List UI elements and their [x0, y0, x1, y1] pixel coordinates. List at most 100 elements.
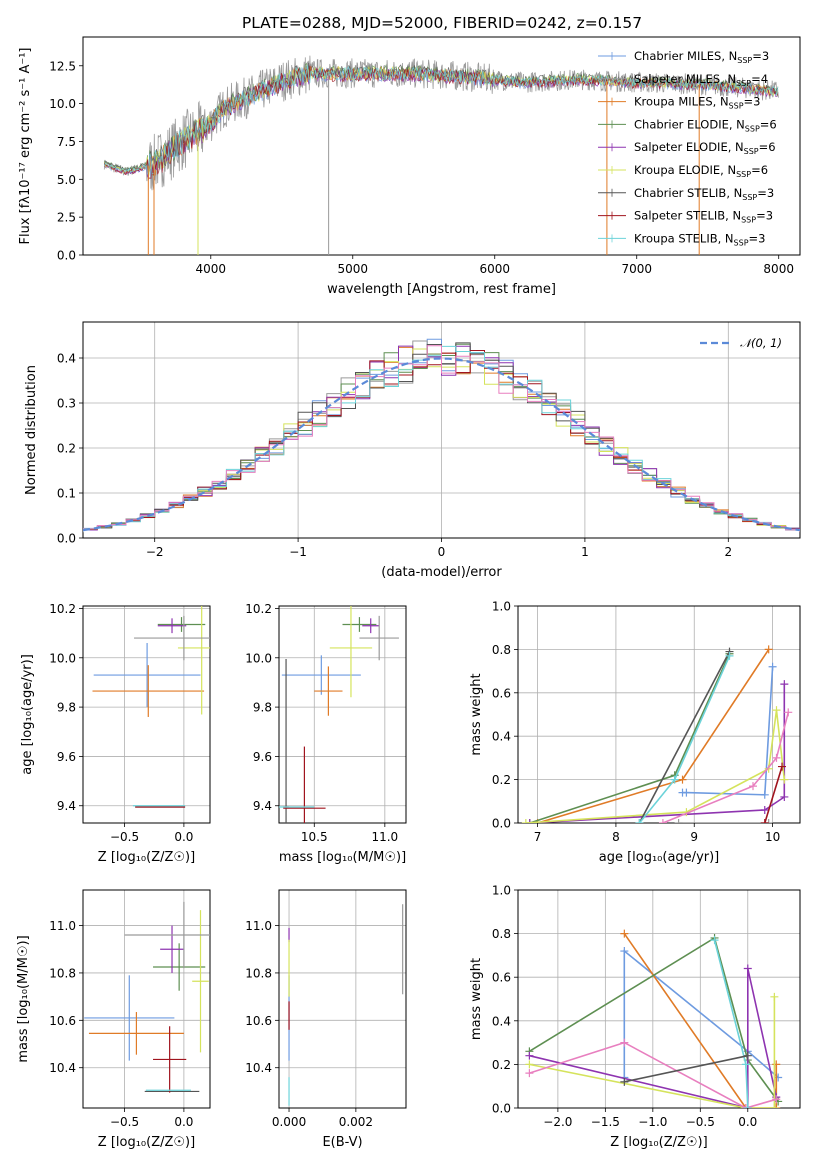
series-line [662, 712, 790, 823]
spectrum-ytick-label: 2.5 [57, 211, 76, 225]
massweight-vs-Z-ytick-label: 0.6 [492, 971, 511, 985]
massweight-vs-age-ylabel: mass weight [469, 673, 484, 755]
series-point [620, 947, 629, 956]
residuals-xtick-label: −1 [289, 545, 307, 559]
series-point [620, 1077, 629, 1086]
spectrum-xtick-label: 7000 [621, 262, 652, 276]
mass-vs-EBV-points [288, 904, 404, 1106]
age-vs-Z-ytick-label: 9.6 [57, 750, 76, 764]
age-vs-Z-ytick-label: 10.2 [49, 602, 76, 616]
mass-vs-EBV-xlabel: E(B-V) [322, 1135, 362, 1150]
massweight-vs-Z-xtick-label: −2.0 [543, 1115, 572, 1129]
series-point [725, 651, 734, 660]
series-line [529, 653, 731, 823]
residuals-ylabel: Normed distribution [24, 365, 39, 495]
series-point [525, 819, 534, 823]
age-vs-Z-frame [82, 605, 211, 824]
series-point [780, 680, 789, 689]
legend-entry: Kroupa ELODIE, NSSP=6 [634, 163, 768, 179]
residuals-xtick-label: 1 [581, 545, 589, 559]
legend-entry: Salpeter STELIB, NSSP=3 [634, 209, 773, 225]
mass-vs-Z-ylabel: mass [log₁₀(M/M☉)] [16, 935, 31, 1062]
age-vs-mass-xtick-label: 10.5 [301, 830, 328, 844]
massweight-vs-Z-xtick-label: −0.5 [686, 1115, 715, 1129]
massweight-vs-age-ytick-label: 0.4 [492, 730, 511, 744]
series-point [770, 1104, 779, 1108]
residuals-frame [82, 321, 801, 539]
residual-legend: 𝒩(0, 1) [700, 336, 782, 350]
residuals-xtick-label: 2 [724, 545, 732, 559]
massweight-vs-Z-ylabel: mass weight [469, 958, 484, 1040]
mass-vs-EBV-xtick-label: 0.002 [339, 1115, 373, 1129]
residuals-xtick-label: −2 [146, 545, 164, 559]
mass-vs-EBV-ytick-label: 10.6 [245, 1014, 272, 1028]
residuals-ytick-label: 0.1 [57, 487, 76, 501]
series-point [670, 775, 679, 784]
spectrum-xtick-label: 4000 [196, 262, 227, 276]
series-line [638, 651, 731, 823]
spectrum-xtick-label: 5000 [337, 262, 368, 276]
massweight-vs-age-xlabel: age [log₁₀(age/yr)] [599, 850, 720, 865]
massweight-vs-age-ytick-label: 1.0 [492, 600, 511, 614]
series-line [624, 1054, 748, 1083]
legend-entry: Kroupa MILES, NSSP=3 [634, 95, 760, 111]
series-point [620, 1038, 629, 1047]
series-point [772, 753, 781, 762]
series-point [772, 1095, 781, 1104]
mass-vs-EBV-ytick-label: 11.0 [245, 919, 272, 933]
massweight-vs-age-series [521, 645, 793, 823]
residuals-xlabel: (data-model)/error [381, 565, 502, 580]
age-vs-Z-xtick-label: −0.5 [110, 830, 139, 844]
mass-vs-Z-xtick-label: 0.0 [174, 1115, 193, 1129]
age-vs-Z-points [92, 606, 210, 808]
series-point [743, 964, 752, 973]
mass-vs-Z-ytick-label: 11.0 [49, 919, 76, 933]
age-vs-mass-ytick-label: 9.4 [253, 799, 272, 813]
series-line [529, 1041, 777, 1108]
legend-entry: Chabrier ELODIE, NSSP=6 [634, 117, 777, 133]
massweight-vs-Z-ytick-label: 0.2 [492, 1058, 511, 1072]
massweight-vs-Z-series [525, 929, 783, 1108]
chart-title: PLATE=0288, MJD=52000, FIBERID=0242, z=0… [242, 14, 642, 32]
series-point [658, 819, 667, 823]
series-point [620, 929, 629, 938]
series-point [743, 1104, 752, 1108]
mass-vs-EBV-frame [278, 889, 407, 1109]
series-point [525, 1051, 534, 1060]
legend-entry: Chabrier MILES, NSSP=3 [634, 49, 769, 65]
massweight-vs-age-ytick-label: 0.8 [492, 643, 511, 657]
residuals-ytick-label: 0.2 [57, 442, 76, 456]
mass-vs-Z-ytick-label: 10.8 [49, 966, 76, 980]
spectrum-xlabel: wavelength [Angstrom, rest frame] [327, 282, 556, 297]
spectrum-xtick-label: 8000 [763, 262, 794, 276]
massweight-vs-age-xtick-label: 8 [612, 830, 620, 844]
spectrum-frame [82, 36, 801, 256]
massweight-vs-Z-ytick-label: 0.4 [492, 1014, 511, 1028]
series-line [713, 939, 749, 1108]
series-point [521, 819, 530, 823]
series-point [760, 819, 769, 823]
mass-vs-EBV-ytick-label: 10.4 [245, 1061, 272, 1075]
massweight-vs-age-axes: 7 8 9 10 0.0 0.2 0.4 0.6 0.8 1.0 age [log₁₀(age/yr… [469, 600, 801, 865]
age-vs-Z-xlabel: Z [log₁₀(Z/Z☉)] [98, 850, 195, 865]
series-point [774, 1073, 783, 1082]
massweight-vs-Z-xtick-label: −1.5 [591, 1115, 620, 1129]
massweight-vs-age-ytick-label: 0.6 [492, 686, 511, 700]
series-point [710, 936, 719, 945]
age-vs-mass-xlabel: mass [log₁₀(M/M☉)] [279, 850, 406, 865]
series-line [623, 933, 778, 1108]
series-point [772, 1060, 781, 1069]
mass-vs-Z-xlabel: Z [log₁₀(Z/Z☉)] [98, 1135, 195, 1150]
massweight-vs-Z-xtick-label: 0.0 [738, 1115, 757, 1129]
massweight-vs-age-ytick-label: 0.0 [492, 817, 511, 831]
spectrum-ytick-label: 7.5 [57, 135, 76, 149]
mass-vs-EBV-xtick-label: 0.000 [272, 1115, 306, 1129]
series-point [764, 819, 773, 823]
age-vs-mass-axes: 10.5 11.0 9.4 9.6 9.8 10.0 10.2 mass [log₁₀(M/M… [245, 602, 407, 865]
age-vs-Z-ytick-label: 10.0 [49, 651, 76, 665]
mass-vs-Z-frame [82, 889, 211, 1109]
series-point [741, 1104, 750, 1108]
massweight-vs-Z-axes: −2.0 −1.5 −1.0 −0.5 0.0 0.0 0.2 0.4 0.6 0.8 1.0 Z [… [469, 884, 801, 1150]
age-vs-mass-ytick-label: 10.2 [245, 602, 272, 616]
legend-entry: Chabrier STELIB, NSSP=3 [634, 186, 774, 202]
